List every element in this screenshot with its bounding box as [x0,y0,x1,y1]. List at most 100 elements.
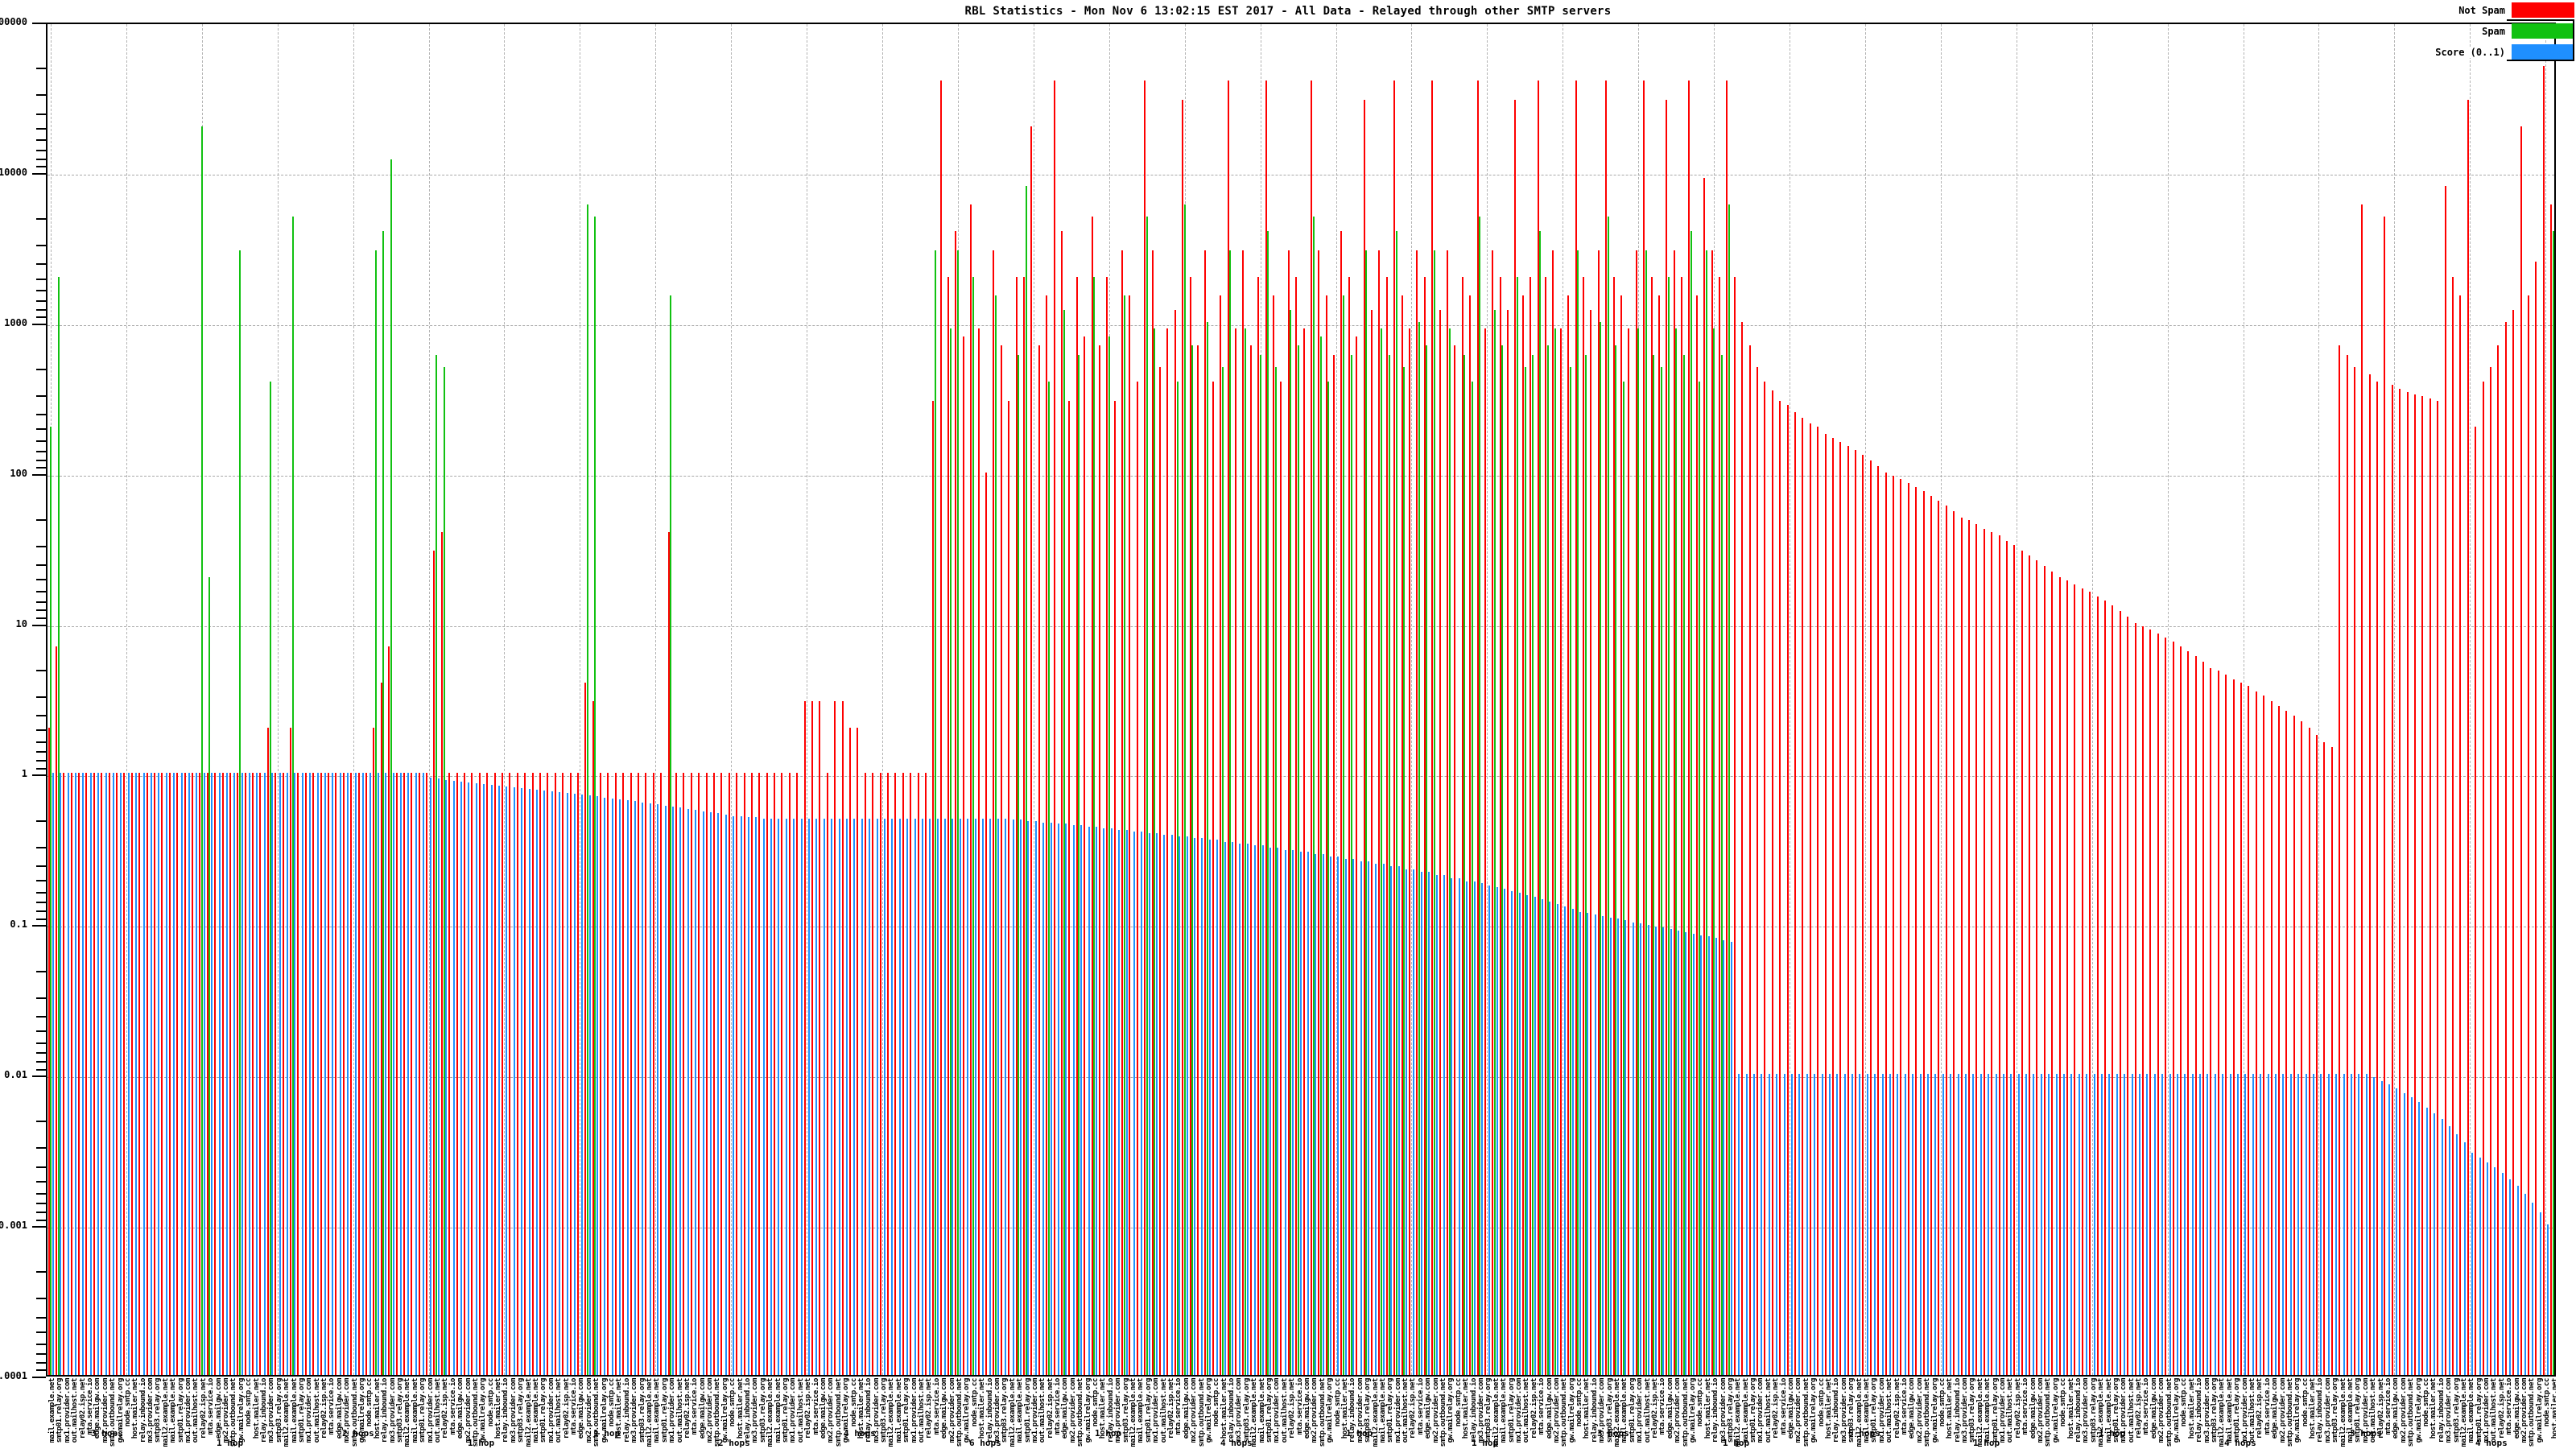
bar-score [2086,1074,2088,1375]
x-axis-hop-note: 4 hops [1220,1438,1253,1448]
bar-score [2063,1074,2066,1375]
x-tick-label: out.mailhost.net [192,1378,200,1443]
bar-not-spam [1257,276,1260,1375]
gridline-vertical [1487,24,1488,1375]
x-tick-label: relay.inbound.io [381,1378,390,1443]
x-tick-label: smtp03.relay.org [1001,1378,1009,1443]
bar-score [2116,1074,2118,1375]
bar-score [2207,1074,2209,1375]
bar-score [1224,841,1226,1375]
bar-score [1141,831,1143,1375]
bar-not-spam [1628,328,1630,1375]
bar-score [1662,927,1665,1375]
bar-score [2547,1224,2549,1375]
legend-item-not-spam[interactable]: Not Spam [2384,2,2574,19]
bar-not-spam [221,773,224,1375]
x-tick-label: relay02.isp.net [1409,1378,1418,1439]
bar-not-spam [781,773,783,1375]
bar-not-spam [237,773,239,1375]
y-tick-minor [36,440,46,443]
bar-not-spam [788,773,791,1375]
gridline-major [47,475,2554,477]
bar-not-spam [2217,671,2219,1375]
legend-item-score[interactable]: Score (0..1) [2384,43,2574,60]
legend-item-spam[interactable]: Spam [2384,23,2574,39]
bar-score [1564,906,1567,1375]
bar-score [2380,1080,2383,1375]
bar-not-spam [1657,295,1660,1375]
x-tick-label: node.smtp.cc [1696,1378,1705,1427]
bar-not-spam [1189,276,1191,1375]
bar-score [2449,1126,2451,1375]
bar-score [883,818,886,1375]
bar-not-spam [2535,262,2537,1375]
bar-score [2222,1074,2224,1375]
bar-not-spam [1249,345,1252,1375]
y-tick-minor [36,1298,46,1300]
bar-score [1095,827,1097,1375]
bar-not-spam [297,773,299,1375]
bar-score [747,817,749,1375]
bar-score [2124,1074,2126,1375]
bar-not-spam [955,231,957,1375]
y-tick-minor [36,1271,46,1274]
bar-score [1640,923,1642,1375]
x-tick-label: smtp.outbound.net [2044,1378,2053,1447]
bar-score [2501,1173,2504,1375]
x-axis-hop-note: 5 hops [1848,1428,1880,1439]
bar-not-spam [652,773,654,1375]
x-tick-label: smtp01.relay.org [2233,1378,2242,1443]
bar-spam [1501,345,1504,1375]
bar-not-spam [660,773,663,1375]
bar-not-spam [2096,596,2099,1375]
x-axis-hop-note: 1 hop [1973,1438,2000,1448]
x-tick-label: mx1.provider.com [1273,1378,1282,1443]
y-tick-minor [36,1331,46,1333]
bar-score [1602,916,1604,1375]
bar-not-spam [977,328,980,1375]
bar-score [1783,1074,1785,1375]
bar-not-spam [766,773,768,1375]
bar-score [1496,886,1498,1375]
bar-score [929,818,931,1375]
bar-not-spam [2527,295,2529,1375]
bar-score [218,773,221,1375]
x-tick-label: mta.service.io [2021,1378,2030,1435]
bar-not-spam [199,773,201,1375]
bar-score [2312,1074,2314,1375]
bar-not-spam [1681,276,1683,1375]
x-tick-label: edge.mailgw.com [2392,1378,2401,1439]
bar-not-spam [380,682,382,1375]
y-tick-minor [36,1353,46,1356]
bar-score [535,789,538,1375]
x-tick-label: mail2.example.net [1734,1378,1743,1447]
bar-not-spam [2399,388,2401,1375]
x-tick-label: smtp.outbound.net [1560,1378,1569,1447]
bar-score [2434,1113,2436,1375]
x-tick-label: mx3.provider.com [2082,1378,2091,1443]
bar-not-spam [811,701,814,1375]
bar-spam [1343,295,1345,1375]
y-tick-minor [36,158,46,160]
x-tick-label: out.mailhost.net [71,1378,80,1443]
bar-not-spam [645,773,647,1375]
bar-not-spam [357,773,360,1375]
bar-not-spam [834,701,836,1375]
y-tick-minor [36,918,46,920]
x-tick-label: smtp.outbound.net [2407,1378,2416,1447]
bar-spam [1319,336,1322,1375]
bar-not-spam [1378,250,1381,1375]
bar-score [2539,1212,2541,1375]
bar-not-spam [101,773,103,1375]
bar-score [2033,1074,2035,1375]
x-tick-label: relay.inbound.io [1832,1378,1841,1443]
bar-not-spam [2414,394,2417,1375]
bar-score [513,786,515,1375]
bar-spam [1154,328,1156,1375]
bar-spam [949,328,952,1375]
bar-not-spam [418,773,420,1375]
bar-not-spam [2112,605,2114,1375]
x-tick-label: mail.example.net [2467,1378,2476,1443]
bar-not-spam [63,773,65,1375]
bar-score [377,773,379,1375]
